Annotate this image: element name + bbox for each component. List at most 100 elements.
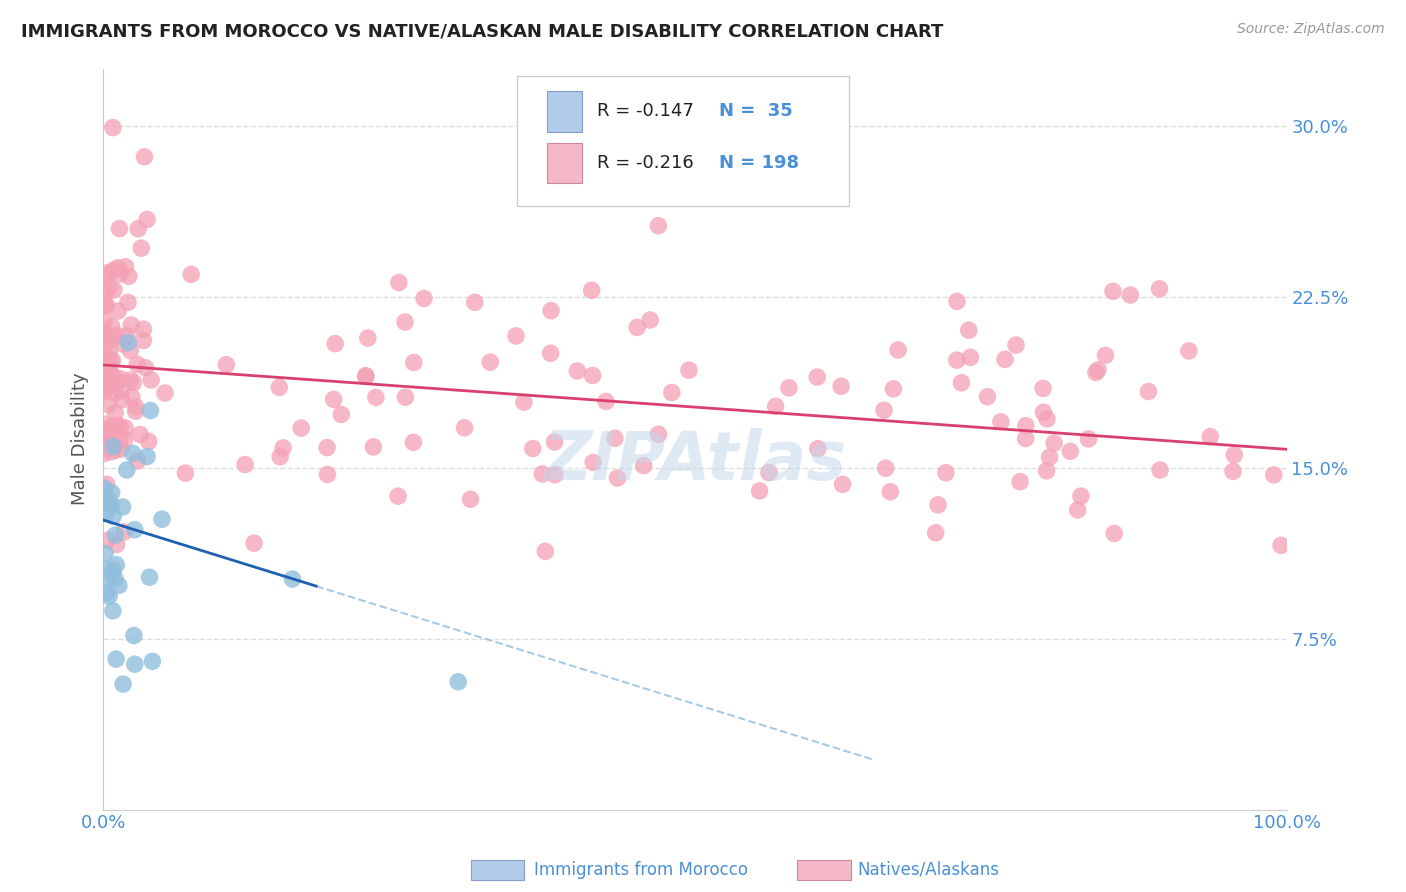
Point — [96, 572, 118, 586]
Point — [97, 398, 120, 412]
Point — [93, 314, 115, 328]
Point — [394, 390, 416, 404]
Point — [103, 376, 125, 391]
Point — [139, 403, 162, 417]
Point — [887, 343, 910, 357]
Point — [105, 558, 128, 572]
FancyBboxPatch shape — [517, 76, 849, 206]
Point — [141, 654, 163, 668]
Point — [122, 628, 145, 642]
Point — [94, 297, 117, 311]
Point — [127, 454, 149, 468]
Point — [534, 544, 557, 558]
Point — [1137, 384, 1160, 399]
Point — [98, 343, 121, 358]
Point — [447, 674, 470, 689]
Point — [112, 677, 135, 691]
Point — [180, 268, 202, 282]
Point — [105, 375, 128, 389]
Point — [93, 384, 115, 399]
Point — [1070, 489, 1092, 503]
Point — [357, 331, 380, 345]
Point — [650, 180, 672, 194]
Point — [93, 482, 115, 496]
Point — [93, 325, 115, 339]
Point — [104, 386, 127, 401]
Point — [93, 326, 115, 341]
Point — [121, 390, 143, 404]
Text: ZIPAtlas: ZIPAtlas — [543, 428, 846, 494]
Point — [94, 381, 117, 395]
Point — [543, 434, 565, 449]
Point — [924, 525, 946, 540]
Point — [104, 442, 127, 457]
Point — [94, 332, 117, 346]
Point — [957, 323, 980, 337]
Point — [879, 484, 901, 499]
Point — [927, 498, 949, 512]
Point — [100, 354, 122, 368]
Bar — [547, 143, 582, 184]
Point — [1094, 348, 1116, 362]
Point — [101, 379, 124, 393]
Point — [269, 380, 291, 394]
Point — [114, 260, 136, 274]
Point — [93, 382, 115, 396]
Point — [1010, 475, 1032, 489]
Point — [105, 328, 128, 343]
Point — [464, 295, 486, 310]
Point — [316, 441, 339, 455]
Point — [633, 458, 655, 473]
Point — [93, 422, 115, 436]
Point — [108, 578, 131, 592]
Point — [97, 360, 120, 375]
Point — [107, 418, 129, 433]
Point — [96, 498, 118, 512]
Point — [540, 346, 562, 360]
Point — [104, 330, 127, 344]
Point — [1032, 381, 1054, 395]
Point — [118, 269, 141, 284]
Point — [1149, 463, 1171, 477]
Point — [104, 528, 127, 542]
Point — [129, 241, 152, 255]
Point — [402, 435, 425, 450]
Point — [1270, 538, 1292, 552]
Point — [994, 352, 1017, 367]
Point — [96, 477, 118, 491]
Point — [946, 294, 969, 309]
Point — [103, 369, 125, 384]
Point — [873, 403, 896, 417]
Point — [758, 466, 780, 480]
Point — [120, 343, 142, 358]
Point — [115, 328, 138, 343]
Point — [647, 427, 669, 442]
Point — [96, 533, 118, 548]
Text: IMMIGRANTS FROM MOROCCO VS NATIVE/ALASKAN MALE DISABILITY CORRELATION CHART: IMMIGRANTS FROM MOROCCO VS NATIVE/ALASKA… — [21, 22, 943, 40]
Point — [544, 467, 567, 482]
Point — [101, 440, 124, 454]
Point — [100, 367, 122, 381]
Point — [363, 440, 385, 454]
Point — [138, 570, 160, 584]
Point — [96, 351, 118, 366]
Point — [748, 483, 770, 498]
Point — [316, 467, 339, 482]
Point — [413, 292, 436, 306]
Point — [513, 395, 536, 409]
Point — [243, 536, 266, 550]
Point — [806, 370, 828, 384]
Point — [387, 489, 409, 503]
Point — [1178, 343, 1201, 358]
Point — [101, 564, 124, 578]
Point — [93, 353, 115, 368]
Point — [108, 221, 131, 235]
Point — [104, 406, 127, 420]
Point — [114, 432, 136, 446]
Point — [108, 433, 131, 447]
Point — [935, 466, 957, 480]
Point — [1066, 503, 1088, 517]
Point — [98, 280, 121, 294]
Point — [98, 590, 121, 604]
Point — [330, 408, 353, 422]
